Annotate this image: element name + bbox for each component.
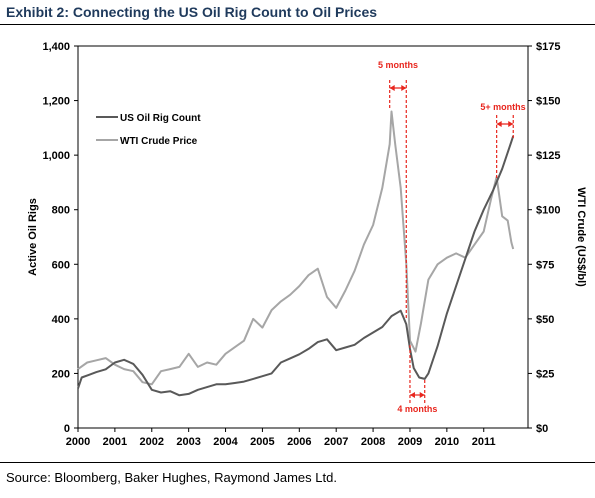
x-tick-label: 2003 <box>176 436 200 448</box>
y-tick-label: 600 <box>52 259 70 271</box>
source-note: Source: Bloomberg, Baker Hughes, Raymond… <box>6 470 337 485</box>
five-plus-months-label: 5+ months <box>480 102 525 112</box>
y-tick-label: 400 <box>52 314 70 326</box>
x-tick-label: 2000 <box>66 436 90 448</box>
x-tick-label: 2004 <box>213 436 238 448</box>
y2-axis-title: WTI Crude (US$/bl) <box>575 187 587 287</box>
y2-tick-label: $150 <box>536 96 560 108</box>
five-plus-months-arrow-head-right <box>508 121 514 127</box>
y-tick-label: 1,400 <box>42 41 70 53</box>
y2-tick-label: $175 <box>536 41 560 53</box>
five-months-label: 5 months <box>378 60 418 70</box>
x-tick-label: 2007 <box>324 436 348 448</box>
y2-tick-label: $100 <box>536 205 560 217</box>
legend-label-wti: WTI Crude Price <box>120 136 198 147</box>
x-tick-label: 2010 <box>435 436 459 448</box>
wti-price-line <box>77 110 515 386</box>
five-months-arrow-head-right <box>401 85 407 91</box>
y-axis-title: Active Oil Rigs <box>27 198 39 276</box>
y-tick-label: 1,000 <box>42 150 70 162</box>
source-rule <box>0 462 595 463</box>
four-months-arrow-head-left <box>409 392 415 398</box>
y2-tick-label: $0 <box>536 423 548 435</box>
exhibit-title: Exhibit 2: Connecting the US Oil Rig Cou… <box>6 4 378 20</box>
y2-tick-label: $25 <box>536 368 554 380</box>
title-rule <box>0 24 595 25</box>
four-months-arrow-head-right <box>419 392 425 398</box>
x-tick-label: 2008 <box>361 436 385 448</box>
y-tick-label: 800 <box>52 205 70 217</box>
x-tick-label: 2005 <box>250 436 274 448</box>
y-tick-label: 0 <box>64 423 70 435</box>
rig-vs-oil-chart: 2000 2001 2002 2003 2004 2005 2006 2007 2008 2009… <box>27 41 587 448</box>
y2-tick-label: $50 <box>536 314 554 326</box>
rig-count-line <box>77 135 515 397</box>
four-months-label: 4 months <box>397 404 437 414</box>
x-tick-label: 2009 <box>398 436 422 448</box>
y2-tick-label: $125 <box>536 150 560 162</box>
plot-area <box>77 45 529 429</box>
x-tick-label: 2002 <box>140 436 164 448</box>
five-plus-months-arrow-head-left <box>496 121 502 127</box>
x-tick-label: 2006 <box>287 436 311 448</box>
x-tick-label: 2001 <box>103 436 127 448</box>
y-tick-label: 1,200 <box>42 96 70 108</box>
x-tick-label: 2011 <box>472 436 496 448</box>
legend-label-rig: US Oil Rig Count <box>120 113 201 124</box>
y-tick-label: 200 <box>52 368 70 380</box>
five-months-arrow-head-left <box>389 85 395 91</box>
y2-tick-label: $75 <box>536 259 554 271</box>
